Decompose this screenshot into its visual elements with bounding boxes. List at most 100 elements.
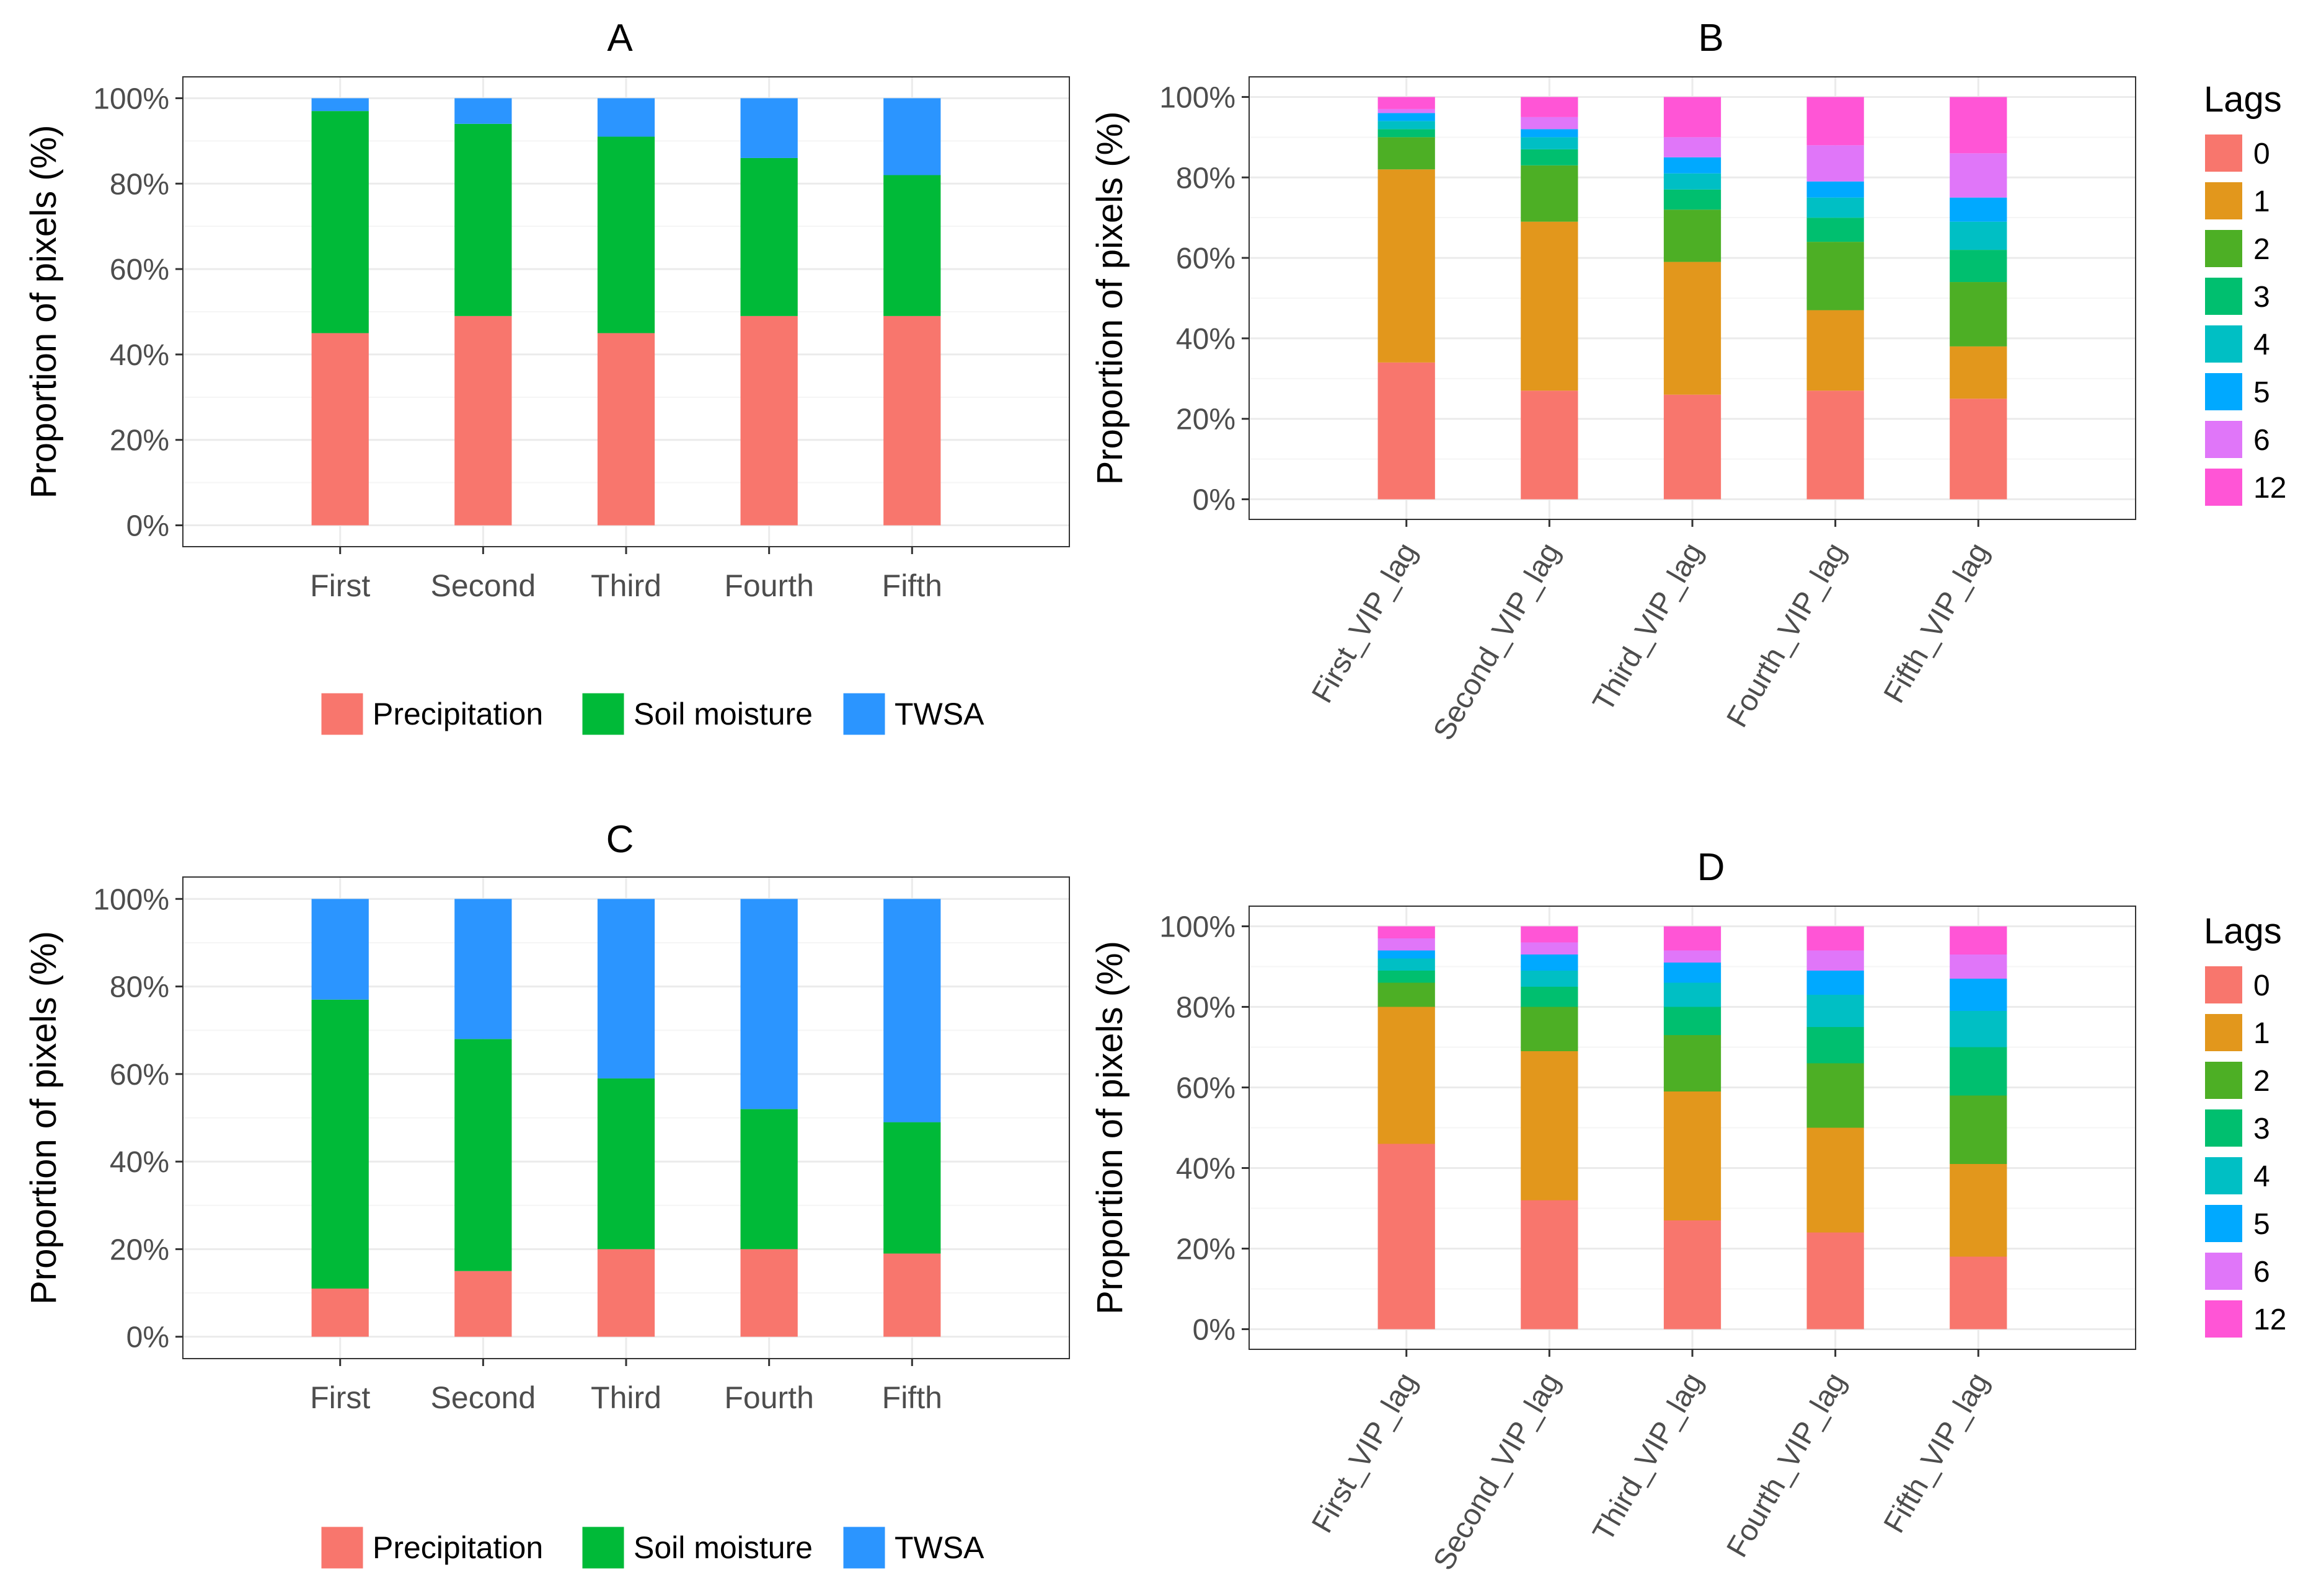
bar-B-2-2 — [1663, 209, 1722, 262]
y-tick-label: 100% — [93, 82, 169, 115]
y-tick-label: 80% — [1176, 992, 1235, 1025]
bar-C-twsa-2 — [597, 899, 655, 1078]
bar-B-2-1 — [1521, 165, 1578, 222]
bar-B-2-0 — [1377, 137, 1435, 170]
bar-A-twsa-1 — [454, 98, 512, 124]
bar-D-1-1 — [1521, 1051, 1578, 1201]
legend-swatch — [2203, 418, 2245, 461]
bar-D-2-4 — [1950, 1095, 2007, 1164]
bar-B-12-2 — [1663, 97, 1722, 138]
y-tick-label: 100% — [1159, 911, 1235, 944]
panel-title: A — [607, 17, 633, 60]
legend-swatch — [319, 691, 365, 737]
legend-label: 1 — [2253, 1017, 2270, 1050]
legend-swatch — [2203, 1298, 2245, 1340]
y-tick-label: 40% — [110, 1146, 169, 1179]
bar-B-2-3 — [1806, 242, 1864, 311]
legend-label: 6 — [2253, 424, 2270, 457]
legend-label: 12 — [2253, 1303, 2286, 1336]
legend-label: 0 — [2253, 138, 2270, 170]
bar-D-4-1 — [1521, 971, 1578, 987]
bar-A-soil-moisture-4 — [883, 175, 941, 316]
legend-label: 2 — [2253, 233, 2270, 266]
bar-D-1-4 — [1950, 1164, 2007, 1257]
bar-C-soil-moisture-0 — [311, 999, 369, 1289]
x-tick-label: Fifth — [882, 1380, 942, 1415]
bar-D-4-0 — [1377, 958, 1435, 971]
panel-title: C — [606, 818, 634, 861]
y-tick-label: 60% — [1176, 242, 1235, 275]
x-tick-label: First — [310, 1380, 370, 1415]
x-tick-label: First_VIP_lag — [1306, 1367, 1423, 1538]
y-tick-label: 60% — [110, 254, 169, 286]
legend-swatch — [580, 1525, 626, 1571]
legend-label: Precipitation — [373, 697, 543, 731]
legend-label: 3 — [2253, 281, 2270, 314]
y-axis-label: Proportion of pixels (%) — [1090, 941, 1130, 1315]
x-tick-label: Second — [431, 1380, 536, 1415]
bar-B-4-1 — [1521, 137, 1578, 149]
x-tick-label: Fourth_VIP_lag — [1720, 537, 1852, 733]
panel-title: D — [1697, 846, 1725, 889]
bar-D-2-0 — [1377, 982, 1435, 1007]
legend-label: 1 — [2253, 185, 2270, 218]
bar-D-12-3 — [1806, 926, 1864, 951]
bar-D-1-2 — [1663, 1091, 1722, 1220]
bar-D-5-3 — [1806, 971, 1864, 995]
bar-C-soil-moisture-3 — [740, 1109, 798, 1250]
bar-A-twsa-4 — [883, 98, 941, 175]
y-axis-label: Proportion of pixels (%) — [24, 931, 64, 1305]
bar-D-1-0 — [1377, 1007, 1435, 1144]
legend-title: Lags — [2204, 79, 2282, 120]
bar-A-precipitation-2 — [597, 333, 655, 526]
legend-swatch — [2203, 1202, 2245, 1245]
x-tick-label: Fourth — [724, 1380, 814, 1415]
bar-D-3-4 — [1950, 1047, 2007, 1096]
bar-D-0-1 — [1521, 1200, 1578, 1329]
bar-D-4-4 — [1950, 1011, 2007, 1047]
bar-A-soil-moisture-2 — [597, 136, 655, 333]
y-axis-label: Proportion of pixels (%) — [24, 125, 64, 499]
x-tick-label: Third_VIP_lag — [1587, 1367, 1710, 1547]
bar-B-5-4 — [1950, 197, 2007, 222]
bar-D-5-0 — [1377, 950, 1435, 959]
bar-D-4-3 — [1806, 995, 1864, 1027]
bar-C-soil-moisture-2 — [597, 1078, 655, 1250]
bar-C-twsa-0 — [311, 899, 369, 1000]
bar-D-6-2 — [1663, 950, 1722, 963]
bar-C-soil-moisture-1 — [454, 1039, 512, 1271]
panel-C: 0% 20% 40% 60% 80% 100% First Second Third Fourth… — [24, 818, 1070, 1571]
legend-label: 2 — [2253, 1065, 2270, 1098]
bar-D-3-1 — [1521, 987, 1578, 1007]
bar-C-precipitation-3 — [740, 1249, 798, 1337]
bar-A-soil-moisture-3 — [740, 157, 798, 316]
legend-label: Precipitation — [373, 1530, 543, 1565]
y-tick-label: 0% — [126, 510, 169, 543]
legend-label: 4 — [2253, 1160, 2270, 1193]
y-tick-label: 40% — [1176, 1153, 1235, 1186]
x-tick-label: Fourth_VIP_lag — [1720, 1367, 1852, 1563]
bar-B-3-2 — [1663, 189, 1722, 210]
y-tick-label: 40% — [110, 339, 169, 372]
bar-B-6-3 — [1806, 145, 1864, 182]
bar-B-0-1 — [1521, 390, 1578, 500]
legend-title: Lags — [2204, 911, 2282, 951]
legend-swatch — [2203, 180, 2245, 222]
bar-D-5-4 — [1950, 979, 2007, 1011]
legend-swatch — [2203, 1059, 2245, 1101]
bar-B-0-4 — [1950, 399, 2007, 500]
x-tick-label: Second_VIP_lag — [1427, 1367, 1567, 1576]
bar-C-precipitation-0 — [311, 1288, 369, 1337]
legend-swatch — [2203, 227, 2245, 270]
bar-B-6-4 — [1950, 153, 2007, 198]
legend-swatch — [580, 691, 626, 737]
bar-D-1-3 — [1806, 1127, 1864, 1233]
bar-C-precipitation-2 — [597, 1249, 655, 1337]
bar-A-precipitation-4 — [883, 315, 941, 526]
bar-B-3-4 — [1950, 250, 2007, 283]
legend-swatch — [2203, 1107, 2245, 1149]
bar-D-12-1 — [1521, 926, 1578, 943]
bar-B-4-3 — [1806, 197, 1864, 218]
x-tick-label: Third — [591, 1380, 661, 1415]
